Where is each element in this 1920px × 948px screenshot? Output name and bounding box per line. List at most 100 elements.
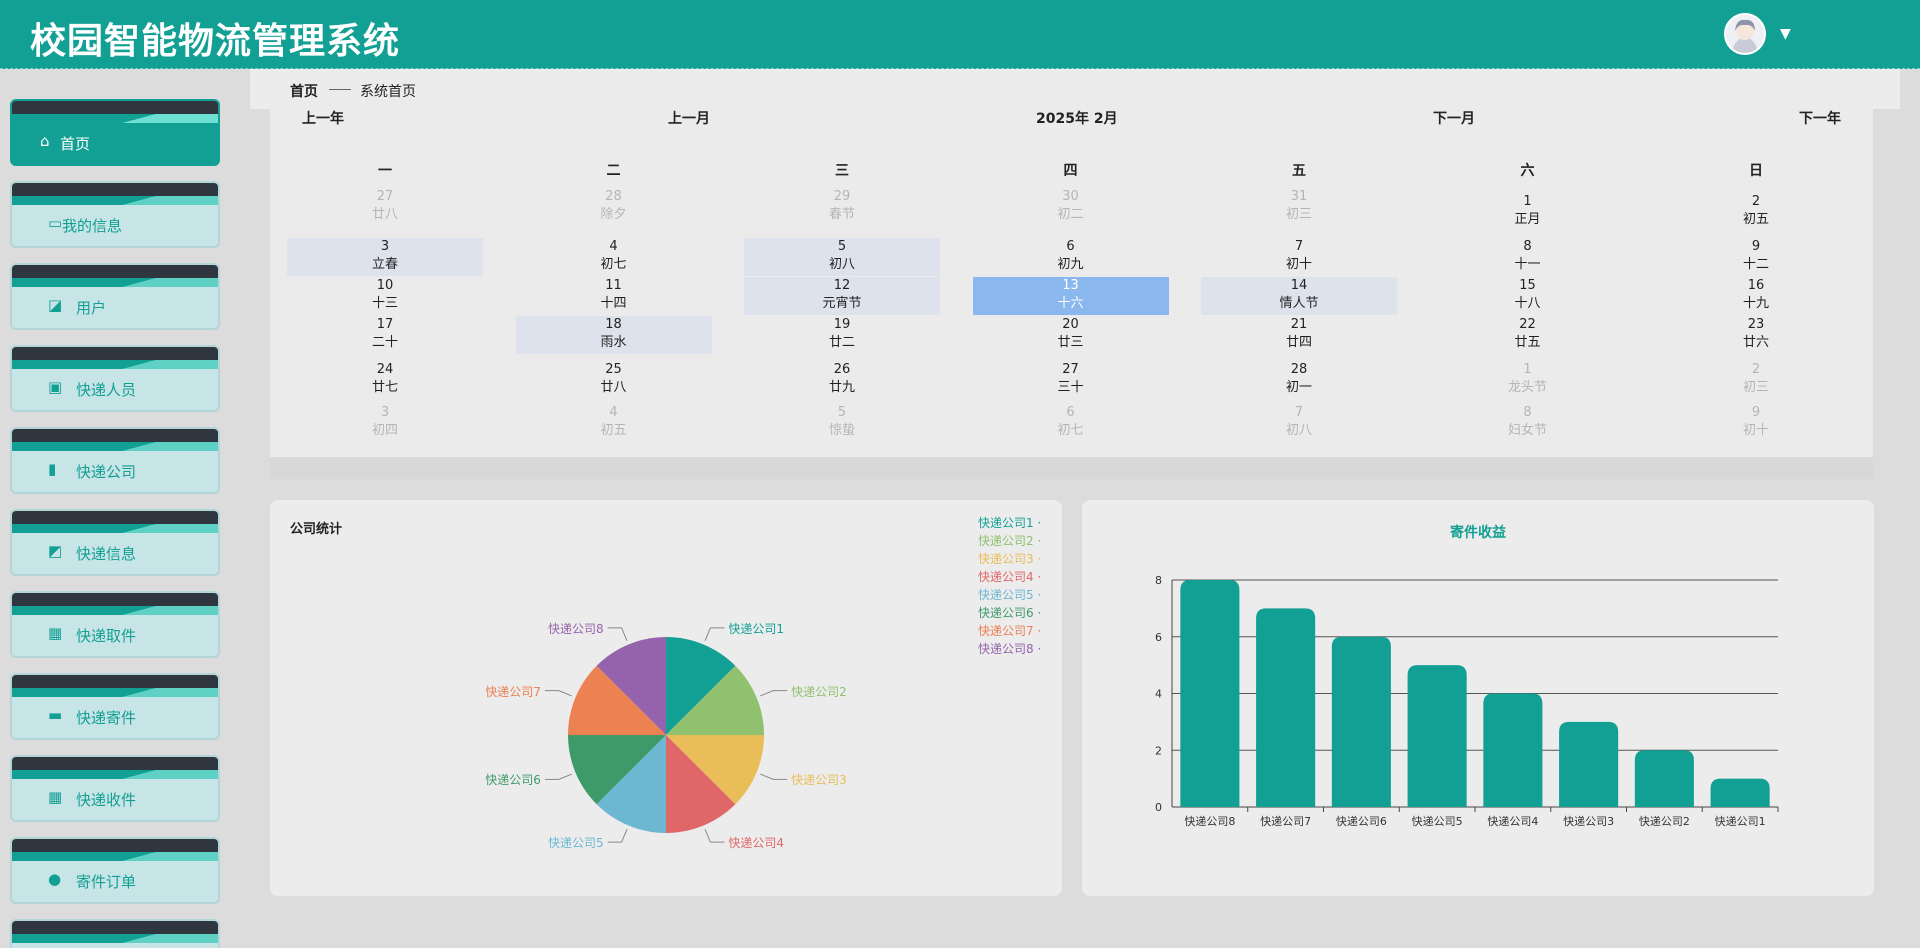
bar[interactable] xyxy=(1331,636,1391,807)
calendar-day[interactable]: 6 初九 xyxy=(973,238,1169,276)
pie-slice[interactable] xyxy=(666,735,736,833)
calendar-day[interactable]: 11 十四 xyxy=(516,277,712,315)
bar[interactable] xyxy=(1710,778,1770,807)
calendar-day[interactable]: 19 廿二 xyxy=(744,316,940,354)
calendar-day[interactable]: 6 初七 xyxy=(973,404,1169,442)
legend-item[interactable]: 快递公司7 · xyxy=(978,622,1041,639)
calendar-day[interactable]: 13 十六 xyxy=(972,277,1169,315)
calendar-day[interactable]: 24 廿七 xyxy=(287,361,483,399)
sidebar-item-1[interactable]: ▭ 我的信息 xyxy=(10,181,220,248)
calendar-day[interactable]: 22 廿五 xyxy=(1430,316,1626,354)
bar[interactable] xyxy=(1256,608,1316,807)
calendar-day[interactable]: 26 廿九 xyxy=(744,361,940,399)
calendar-day[interactable]: 28 初一 xyxy=(1201,361,1397,399)
pie-slice[interactable] xyxy=(666,637,736,735)
calendar-day[interactable]: 5 初八 xyxy=(744,238,940,276)
bar[interactable] xyxy=(1407,665,1467,807)
calendar-day[interactable]: 15 十八 xyxy=(1430,277,1626,315)
line-chart-icon: ◩ xyxy=(48,542,63,560)
pie-slice[interactable] xyxy=(596,637,666,735)
calendar-day[interactable]: 28 除夕 xyxy=(516,188,712,226)
revenue-panel: 寄件收益 0 2 4 6 8 快递公司8 快递公司7 快递公司6 快递公司5 快递公司4 快递公司3… xyxy=(1082,500,1874,896)
legend-item[interactable]: 快递公司4 · xyxy=(978,568,1041,585)
pie-slice[interactable] xyxy=(666,665,764,735)
bar[interactable] xyxy=(1180,580,1240,807)
prev-month-button[interactable]: 上一月 xyxy=(668,111,710,127)
calendar-day[interactable]: 25 廿八 xyxy=(516,361,712,399)
sidebar-item-7[interactable]: ▬ 快递寄件 xyxy=(10,673,220,740)
calendar-day[interactable]: 12 元宵节 xyxy=(744,277,940,315)
calendar-day[interactable]: 17 二十 xyxy=(287,316,483,354)
calendar-day[interactable]: 23 廿六 xyxy=(1658,316,1854,354)
pie-label: 快递公司4 xyxy=(728,836,785,851)
legend-item[interactable]: 快递公司5 · xyxy=(978,586,1041,603)
sidebar-item-4[interactable]: ▮ 快递公司 xyxy=(10,427,220,494)
legend-item[interactable]: 快递公司3 · xyxy=(978,550,1041,567)
calendar-day[interactable]: 4 初七 xyxy=(516,238,712,276)
calendar-day[interactable]: 1 正月 xyxy=(1430,193,1626,231)
pie-slice[interactable] xyxy=(596,735,666,833)
chevron-down-icon[interactable]: ▼ xyxy=(1780,26,1791,42)
calendar-day[interactable]: 10 十三 xyxy=(287,277,483,315)
nav-topbar xyxy=(12,101,218,114)
sidebar-item-9[interactable]: ● 寄件订单 xyxy=(10,837,220,904)
calendar-day[interactable]: 18 雨水 xyxy=(515,316,712,354)
next-year-button[interactable]: 下一年 xyxy=(1799,111,1841,127)
bar[interactable] xyxy=(1483,693,1543,808)
calendar-day[interactable]: 9 十二 xyxy=(1658,238,1854,276)
calendar-day[interactable]: 2 初三 xyxy=(1658,361,1854,399)
calendar-day[interactable]: 16 十九 xyxy=(1658,277,1854,315)
legend-item[interactable]: 快递公司8 · xyxy=(978,640,1041,657)
legend-item[interactable]: 快递公司2 · xyxy=(978,532,1041,549)
calendar-day[interactable]: 1 龙头节 xyxy=(1430,361,1626,399)
calendar-day[interactable]: 9 初十 xyxy=(1658,404,1854,442)
day-lunar: 初十 xyxy=(1742,423,1769,438)
pie-slice[interactable] xyxy=(666,735,764,805)
avatar-icon xyxy=(1726,15,1764,53)
bar[interactable] xyxy=(1634,750,1694,807)
sidebar-item-8[interactable]: ▦ 快递收件 xyxy=(10,755,220,822)
calendar-day[interactable]: 4 初五 xyxy=(516,404,712,442)
x-tick-label: 快递公司4 xyxy=(1487,814,1538,828)
bulb-icon: ● xyxy=(48,870,62,888)
calendar-day[interactable]: 27 三十 xyxy=(973,361,1169,399)
sidebar-item-3[interactable]: ▣ 快递人员 xyxy=(10,345,220,412)
calendar-day[interactable]: 8 十一 xyxy=(1430,238,1626,276)
sidebar-item-more[interactable] xyxy=(10,919,220,948)
day-lunar: 初四 xyxy=(371,423,398,438)
legend-item[interactable]: 快递公司1 · xyxy=(978,514,1041,531)
calendar-day[interactable]: 2 初五 xyxy=(1658,193,1854,231)
next-month-button[interactable]: 下一月 xyxy=(1433,111,1475,127)
sidebar-item-label: 快递寄件 xyxy=(76,709,137,727)
calendar-day[interactable]: 3 初四 xyxy=(287,404,483,442)
calendar-day[interactable]: 30 初二 xyxy=(973,188,1169,226)
legend-item[interactable]: 快递公司6 · xyxy=(978,604,1041,621)
sidebar-item-5[interactable]: ◩ 快递信息 xyxy=(10,509,220,576)
calendar-day[interactable]: 7 初十 xyxy=(1201,238,1397,276)
x-tick-label: 快递公司3 xyxy=(1563,814,1614,828)
calendar-day[interactable]: 8 妇女节 xyxy=(1430,404,1626,442)
calendar-day[interactable]: 3 立春 xyxy=(287,238,483,276)
calendar-day[interactable]: 31 初三 xyxy=(1201,188,1397,226)
prev-year-button[interactable]: 上一年 xyxy=(302,111,344,127)
y-tick-label: 0 xyxy=(1155,801,1162,814)
calendar-day[interactable]: 20 廿三 xyxy=(973,316,1169,354)
pie-slice[interactable] xyxy=(568,735,666,805)
calendar-day[interactable]: 7 初八 xyxy=(1201,404,1397,442)
calendar-day[interactable]: 5 惊蛰 xyxy=(744,404,940,442)
sidebar-item-0[interactable]: ⌂ 首页 xyxy=(10,99,220,166)
calendar-day[interactable]: 27 廿八 xyxy=(287,188,483,226)
day-number: 28 xyxy=(605,189,622,204)
user-avatar[interactable] xyxy=(1724,13,1766,55)
calendar-day[interactable]: 21 廿四 xyxy=(1201,316,1397,354)
bar[interactable] xyxy=(1559,721,1619,807)
breadcrumb-home[interactable]: 首页 xyxy=(290,84,318,100)
sidebar-item-2[interactable]: ◪ 用户 xyxy=(10,263,220,330)
day-number: 5 xyxy=(837,405,847,420)
day-number: 9 xyxy=(1751,405,1761,420)
calendar-day[interactable]: 14 情人节 xyxy=(1201,277,1397,315)
nav-stripe xyxy=(12,196,218,205)
pie-slice[interactable] xyxy=(568,665,666,735)
calendar-day[interactable]: 29 春节 xyxy=(744,188,940,226)
sidebar-item-6[interactable]: ▦ 快递取件 xyxy=(10,591,220,658)
